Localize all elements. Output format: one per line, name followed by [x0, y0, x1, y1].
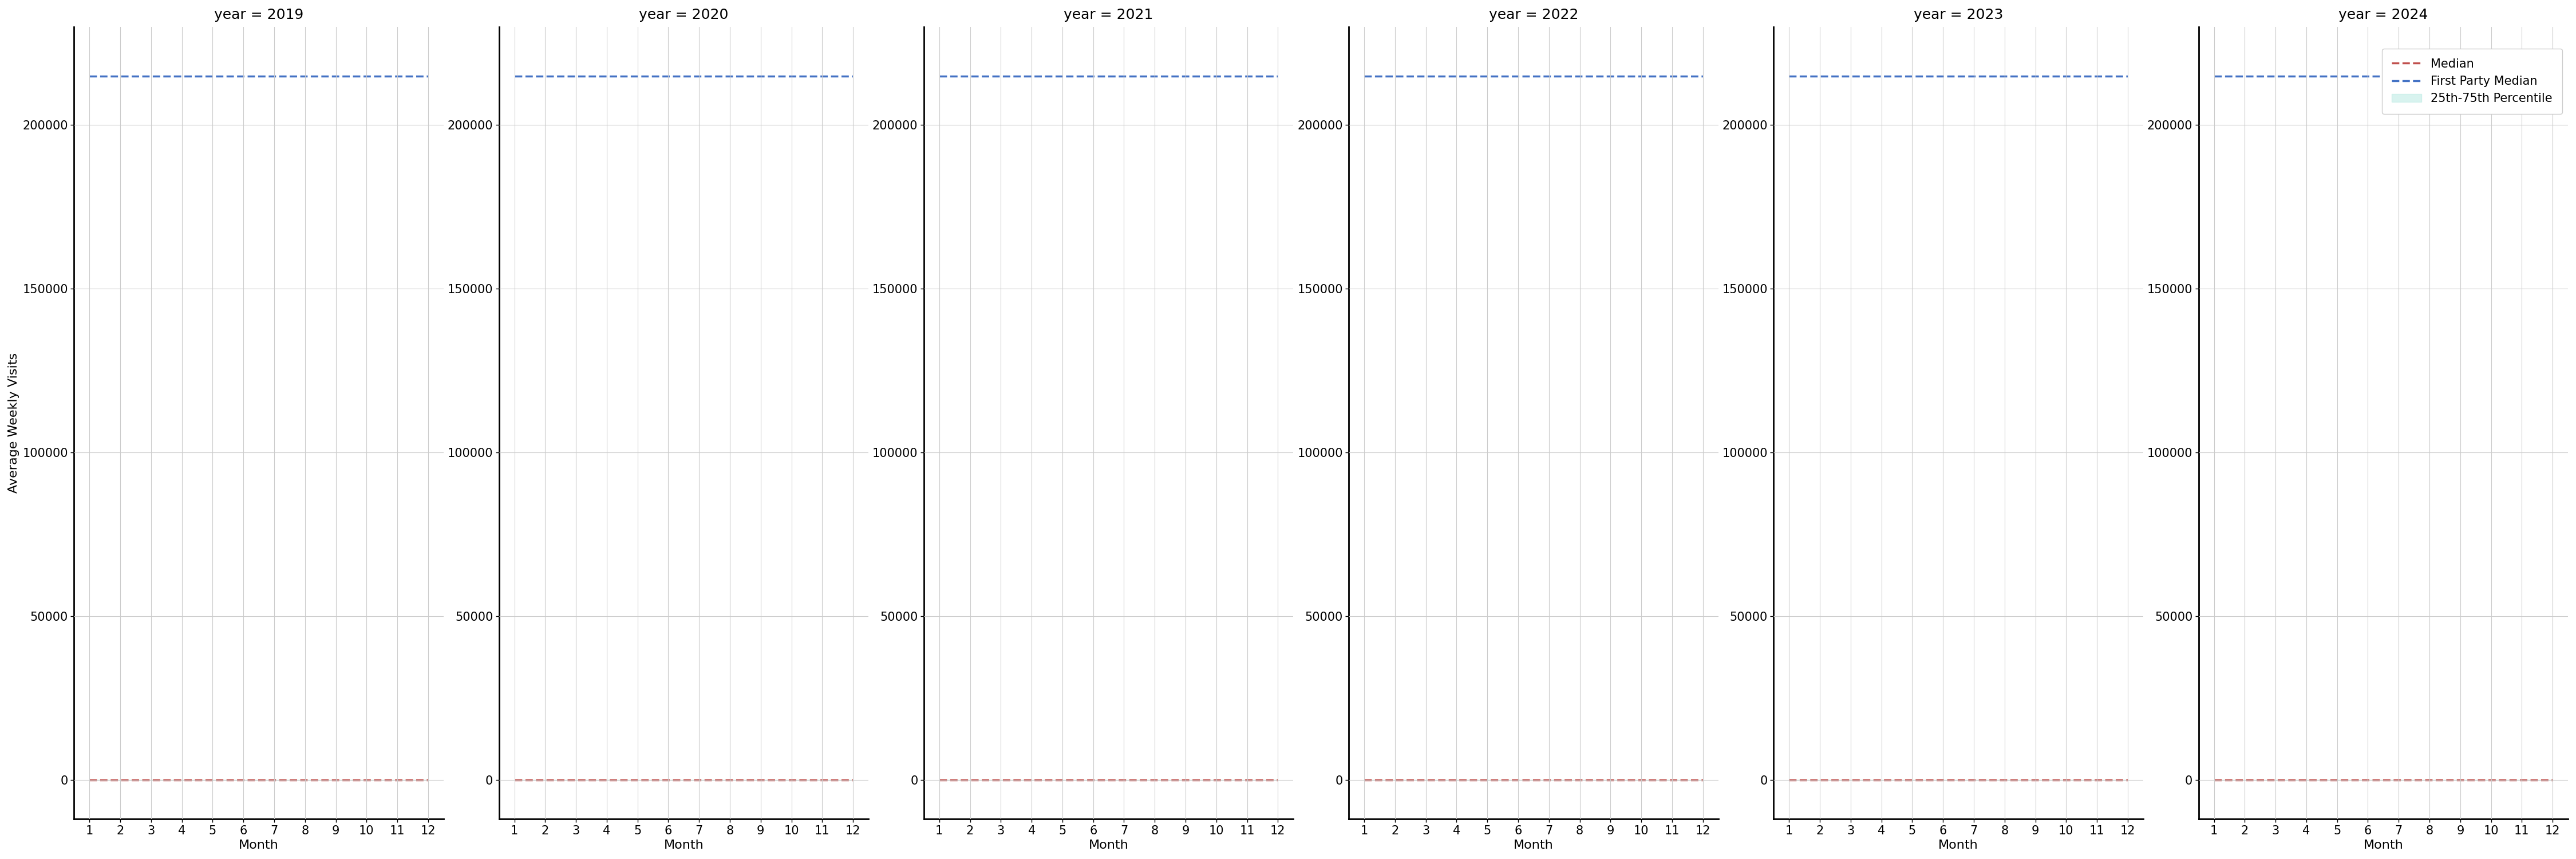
X-axis label: Month: Month: [240, 839, 278, 851]
X-axis label: Month: Month: [1515, 839, 1553, 851]
X-axis label: Month: Month: [2362, 839, 2403, 851]
Title: year = 2019: year = 2019: [214, 8, 304, 21]
Y-axis label: Average Weekly Visits: Average Weekly Visits: [8, 353, 21, 493]
Title: year = 2023: year = 2023: [1914, 8, 2004, 21]
Title: year = 2021: year = 2021: [1064, 8, 1154, 21]
Legend: Median, First Party Median, 25th-75th Percentile: Median, First Party Median, 25th-75th Pe…: [2383, 49, 2563, 114]
X-axis label: Month: Month: [665, 839, 703, 851]
X-axis label: Month: Month: [1090, 839, 1128, 851]
Title: year = 2022: year = 2022: [1489, 8, 1579, 21]
Title: year = 2024: year = 2024: [2339, 8, 2429, 21]
Title: year = 2020: year = 2020: [639, 8, 729, 21]
X-axis label: Month: Month: [1940, 839, 1978, 851]
